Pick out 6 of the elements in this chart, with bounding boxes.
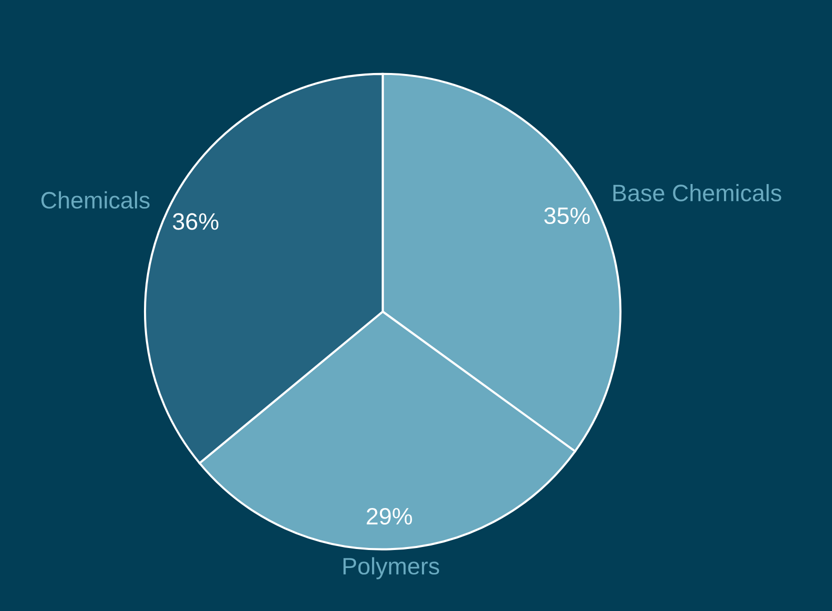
slice-label: Chemicals [41, 191, 150, 209]
data-label: 29% [366, 508, 412, 525]
data-label: 36% [172, 213, 218, 230]
slice-label: Base Chemicals [613, 184, 782, 202]
data-label: 35% [544, 207, 590, 224]
slice-label: Polymers [344, 557, 440, 580]
